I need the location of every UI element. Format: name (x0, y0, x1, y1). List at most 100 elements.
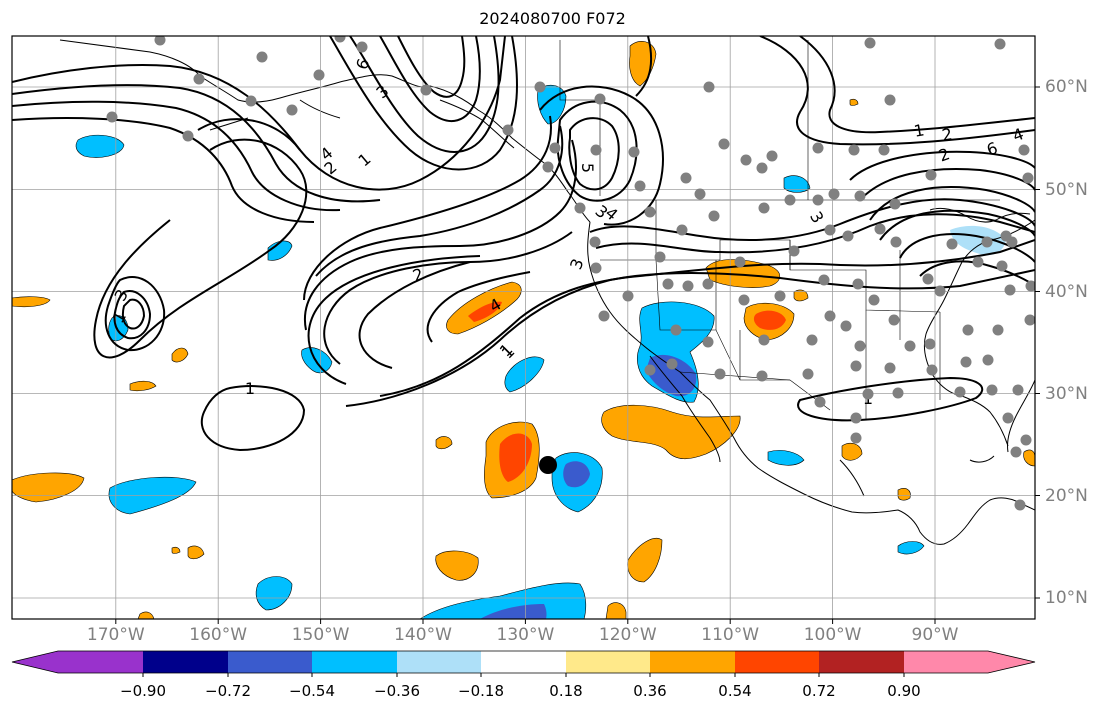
station-dot (598, 310, 610, 322)
station-dot (812, 194, 824, 206)
station-dot (981, 236, 993, 248)
station-dot (622, 290, 634, 302)
lat-label: 10°N (1045, 588, 1088, 608)
station-dot (740, 154, 752, 166)
colorbar-tick-label: −0.18 (458, 682, 504, 700)
station-dot (644, 364, 656, 376)
station-dot (960, 356, 972, 368)
station-dot (850, 412, 862, 424)
lon-label: 100°W (803, 625, 862, 645)
station-dot (703, 81, 715, 93)
station-dot (594, 93, 606, 105)
contour-lines (12, 36, 1035, 452)
station-dot (758, 202, 770, 214)
station-dot (708, 210, 720, 222)
colorbar-tick-label: 0.72 (802, 682, 836, 700)
station-dot (862, 388, 874, 400)
station-dot (1004, 284, 1016, 296)
colorbar-bin (397, 651, 481, 673)
colorbar-tick-label: 0.54 (718, 682, 752, 700)
station-dot (925, 169, 937, 181)
lon-label: 160°W (189, 625, 248, 645)
station-dot (824, 224, 836, 236)
station-dot (549, 142, 561, 154)
station-dot (1014, 499, 1026, 511)
station-dot (946, 238, 958, 250)
colorbar-tick-label: −0.90 (120, 682, 166, 700)
station-dot (986, 384, 998, 396)
station-dot (788, 245, 800, 257)
station-dot (784, 194, 796, 206)
station-dot (922, 273, 934, 285)
colorbar-extend-max (988, 651, 1035, 673)
station-dot (890, 236, 902, 248)
station-dot (589, 236, 601, 248)
station-dot (714, 368, 726, 380)
station-dot (766, 150, 778, 162)
station-dot (758, 334, 770, 346)
station-dot (154, 36, 166, 46)
station-dot (634, 180, 646, 192)
station-dot (982, 354, 994, 366)
station-dot (702, 336, 714, 348)
station-dot (738, 294, 750, 306)
station-dot (904, 340, 916, 352)
station-dot (812, 142, 824, 154)
station-dot (774, 290, 786, 302)
station-dot (1012, 384, 1024, 396)
lon-label: 120°W (598, 625, 657, 645)
station-dot (676, 224, 688, 236)
station-dot (542, 161, 554, 173)
lon-label: 140°W (394, 625, 452, 645)
station-dot (892, 387, 904, 399)
graticule (12, 36, 1035, 619)
station-dot (702, 278, 714, 290)
station-dot (854, 190, 866, 202)
station-dot (889, 198, 901, 210)
station-dot (854, 340, 866, 352)
station-dot (926, 364, 938, 376)
storm-center-marker (539, 456, 557, 474)
colorbar-tick-label: 0.90 (887, 682, 921, 700)
station-dot (313, 69, 325, 81)
colorbar (11, 650, 1036, 677)
station-dot (182, 130, 194, 142)
station-dot (734, 256, 746, 268)
station-dot (534, 81, 546, 93)
map-frame-bg (12, 36, 1035, 619)
colorbar-bin (481, 651, 566, 673)
station-dot (864, 37, 876, 49)
station-dot (1002, 412, 1014, 424)
station-dot (888, 314, 900, 326)
colorbar-tick-label: 0.18 (549, 682, 583, 700)
station-dot (756, 370, 768, 382)
station-dot (718, 138, 730, 150)
station-dot (670, 324, 682, 336)
colorbar-tick-label: 0.36 (633, 682, 667, 700)
colorbar-tick-label: −0.54 (289, 682, 335, 700)
map-border (11, 35, 1036, 620)
station-dot (850, 360, 862, 372)
station-dot (654, 251, 666, 263)
station-dot (992, 324, 1004, 336)
station-dot (420, 84, 432, 96)
map-title: 2024080700 F072 (479, 9, 626, 28)
station-dot (828, 188, 840, 200)
station-dot (106, 111, 118, 123)
colorbar-bin (58, 651, 143, 673)
contour-label: 2 (940, 124, 953, 144)
station-dot (884, 362, 896, 374)
lon-label: 150°W (291, 625, 350, 645)
colorbar-bin (904, 651, 988, 673)
station-dot (878, 144, 890, 156)
station-dot (824, 310, 836, 322)
station-dot (1000, 230, 1012, 242)
station-dot (245, 95, 257, 107)
station-dot (1025, 280, 1035, 292)
lon-label: 90°W (911, 625, 959, 645)
station-dot (1018, 144, 1030, 156)
contour-label: 1 (912, 120, 925, 140)
station-dot (662, 278, 674, 290)
station-dot (994, 38, 1006, 50)
